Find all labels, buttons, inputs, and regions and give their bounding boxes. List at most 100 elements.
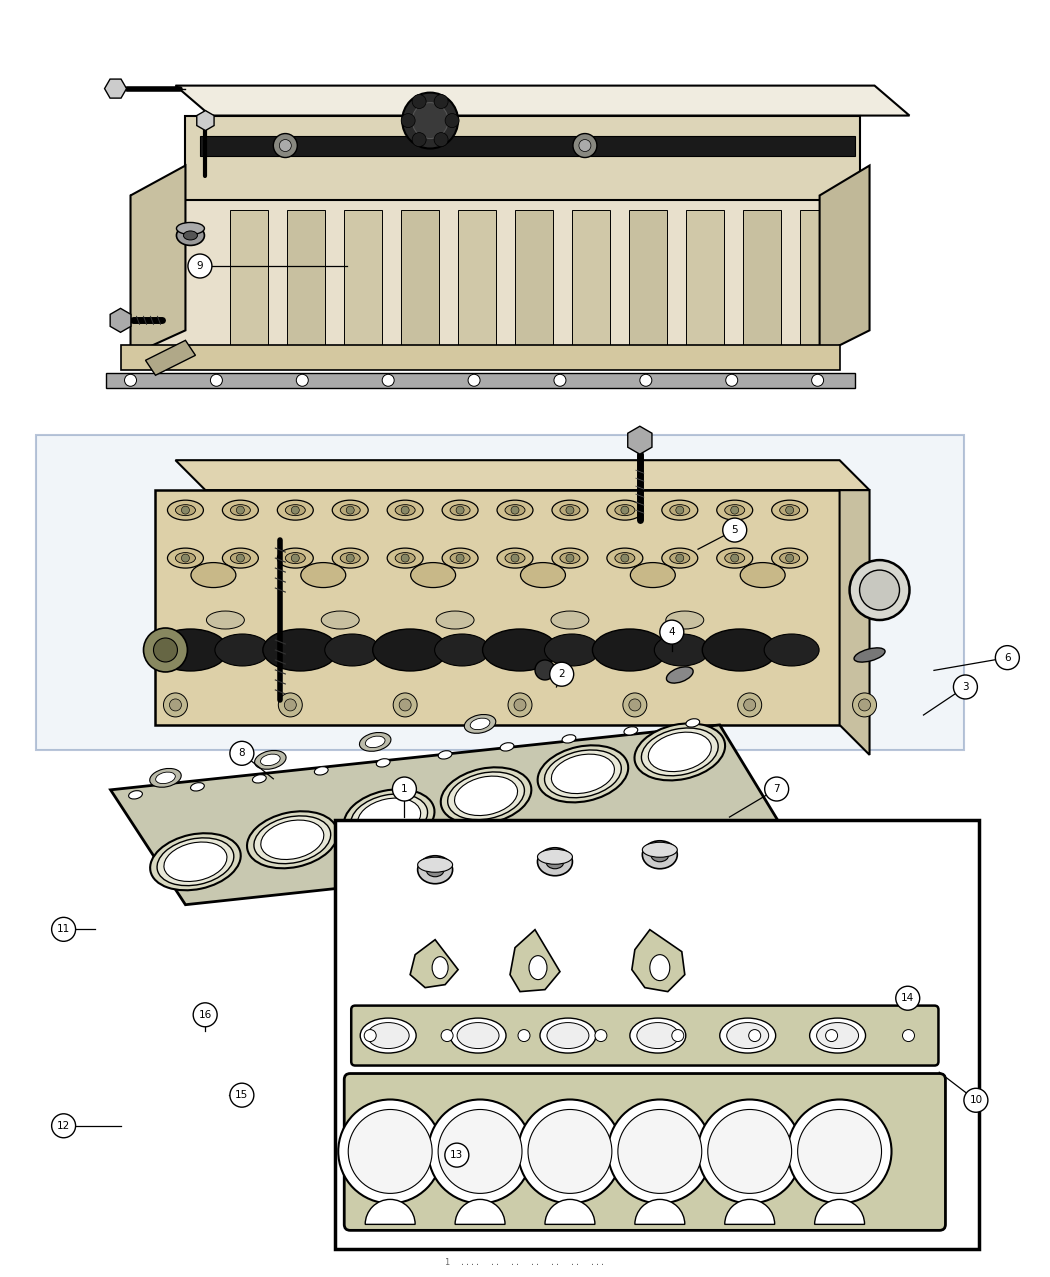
Ellipse shape <box>441 767 531 825</box>
Circle shape <box>511 554 519 562</box>
Circle shape <box>708 1110 792 1194</box>
Ellipse shape <box>724 553 744 563</box>
Ellipse shape <box>551 610 589 630</box>
Ellipse shape <box>615 504 635 516</box>
Ellipse shape <box>592 630 668 670</box>
Circle shape <box>413 102 448 138</box>
Circle shape <box>731 554 739 562</box>
Ellipse shape <box>662 501 698 520</box>
FancyBboxPatch shape <box>352 1005 939 1065</box>
Circle shape <box>617 1110 701 1194</box>
Ellipse shape <box>376 759 391 767</box>
Ellipse shape <box>164 842 227 881</box>
Circle shape <box>51 1114 76 1138</box>
Ellipse shape <box>464 715 496 733</box>
Circle shape <box>456 554 464 562</box>
Text: 12: 12 <box>57 1121 70 1130</box>
Ellipse shape <box>129 790 143 799</box>
Ellipse shape <box>545 750 622 798</box>
Polygon shape <box>514 211 553 345</box>
Ellipse shape <box>332 501 369 520</box>
Circle shape <box>659 621 684 644</box>
Circle shape <box>676 554 684 562</box>
Circle shape <box>364 1029 376 1042</box>
Circle shape <box>676 506 684 515</box>
Ellipse shape <box>643 843 677 857</box>
Ellipse shape <box>442 548 478 568</box>
Ellipse shape <box>300 563 345 587</box>
Ellipse shape <box>262 630 338 670</box>
Ellipse shape <box>702 630 777 670</box>
Ellipse shape <box>560 553 580 563</box>
Circle shape <box>621 554 629 562</box>
Ellipse shape <box>810 1018 865 1054</box>
Text: 1: 1 <box>401 784 407 794</box>
Ellipse shape <box>167 501 204 520</box>
Circle shape <box>413 94 426 109</box>
Polygon shape <box>175 460 869 490</box>
Ellipse shape <box>624 727 637 736</box>
Ellipse shape <box>433 956 448 978</box>
Circle shape <box>536 660 555 679</box>
Ellipse shape <box>332 548 369 568</box>
Circle shape <box>291 554 299 562</box>
Ellipse shape <box>470 718 490 729</box>
Polygon shape <box>155 490 840 725</box>
Text: 13: 13 <box>450 1151 463 1160</box>
Ellipse shape <box>176 222 205 235</box>
Ellipse shape <box>505 504 525 516</box>
PathPatch shape <box>411 940 458 987</box>
Ellipse shape <box>642 728 718 775</box>
Ellipse shape <box>247 811 338 868</box>
Ellipse shape <box>607 548 643 568</box>
Ellipse shape <box>560 504 580 516</box>
Ellipse shape <box>167 548 204 568</box>
Circle shape <box>764 776 789 801</box>
Ellipse shape <box>191 563 236 587</box>
Circle shape <box>125 374 136 386</box>
Wedge shape <box>635 1199 685 1225</box>
Circle shape <box>514 699 526 711</box>
Ellipse shape <box>521 563 566 587</box>
Ellipse shape <box>719 1018 776 1054</box>
Circle shape <box>579 139 591 152</box>
Ellipse shape <box>817 1023 859 1048</box>
Polygon shape <box>230 211 269 345</box>
Circle shape <box>445 1143 468 1167</box>
Circle shape <box>401 554 410 562</box>
Text: 14: 14 <box>901 994 915 1004</box>
Ellipse shape <box>150 769 182 787</box>
Bar <box>335 820 980 1249</box>
Ellipse shape <box>547 1023 589 1048</box>
Circle shape <box>749 1029 760 1042</box>
Ellipse shape <box>155 773 175 784</box>
Circle shape <box>285 699 296 711</box>
Circle shape <box>743 699 756 711</box>
Ellipse shape <box>340 504 360 516</box>
Circle shape <box>528 1110 612 1194</box>
Circle shape <box>859 699 870 711</box>
Ellipse shape <box>358 798 421 838</box>
Ellipse shape <box>230 553 250 563</box>
Ellipse shape <box>717 501 753 520</box>
Ellipse shape <box>175 504 195 516</box>
Circle shape <box>995 646 1020 669</box>
Ellipse shape <box>321 610 359 630</box>
Circle shape <box>849 561 909 621</box>
Circle shape <box>550 663 573 686</box>
Circle shape <box>210 374 223 386</box>
Ellipse shape <box>368 1023 410 1048</box>
Circle shape <box>456 506 464 515</box>
Text: 5: 5 <box>732 525 738 535</box>
Circle shape <box>441 1029 454 1042</box>
Circle shape <box>518 1029 530 1042</box>
Ellipse shape <box>373 630 447 670</box>
Circle shape <box>554 374 566 386</box>
Ellipse shape <box>436 610 474 630</box>
Ellipse shape <box>254 751 286 769</box>
Circle shape <box>230 1083 254 1107</box>
Ellipse shape <box>277 548 313 568</box>
Ellipse shape <box>450 553 470 563</box>
PathPatch shape <box>510 930 560 992</box>
Circle shape <box>438 1110 522 1194</box>
